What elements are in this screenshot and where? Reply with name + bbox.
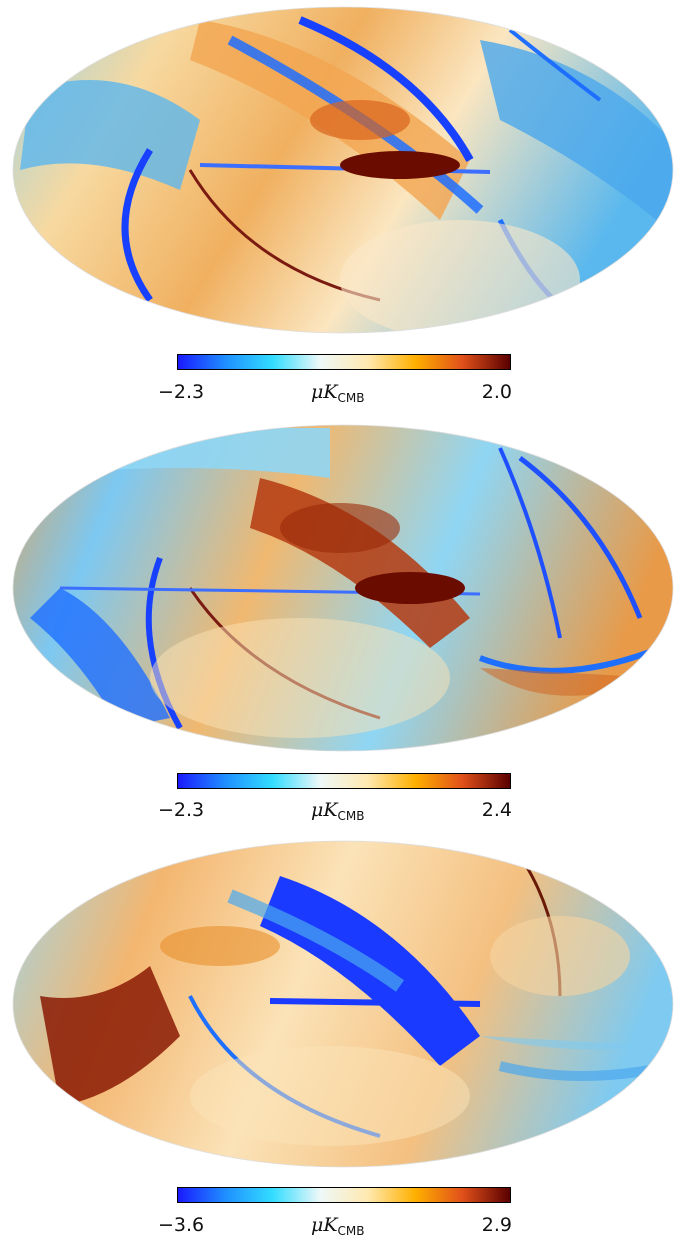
colorbar-2 — [177, 773, 511, 789]
colorbar-unit-label: μKCMB — [311, 1214, 365, 1238]
unit-prefix: μK — [311, 1214, 338, 1236]
unit-subscript: CMB — [337, 1224, 365, 1238]
colorbar-3 — [177, 1187, 511, 1203]
sky-map-panel-2: −2.3 μKCMB 2.4 — [0, 418, 687, 828]
mollweide-sky-map-2 — [12, 424, 674, 752]
colorbar-min-label: −2.3 — [158, 799, 205, 821]
colorbar-max-label: 2.0 — [481, 381, 512, 403]
mollweide-sky-map-1 — [12, 6, 674, 334]
sky-map-panel-1: −2.3 μKCMB 2.0 — [0, 0, 687, 410]
colorbar-min-label: −2.3 — [158, 381, 205, 403]
unit-subscript: CMB — [337, 809, 365, 823]
unit-prefix: μK — [311, 799, 338, 821]
colorbar-max-label: 2.4 — [481, 799, 512, 821]
colorbar-unit-label: μKCMB — [311, 381, 365, 405]
colorbar-unit-label: μKCMB — [311, 799, 365, 823]
mollweide-sky-map-3 — [12, 840, 674, 1168]
unit-prefix: μK — [311, 381, 338, 403]
sky-map-panel-3: −3.6 μKCMB 2.9 — [0, 836, 687, 1241]
colorbar-1 — [177, 354, 511, 370]
unit-subscript: CMB — [337, 391, 365, 405]
colorbar-max-label: 2.9 — [481, 1214, 512, 1236]
colorbar-min-label: −3.6 — [158, 1214, 205, 1236]
